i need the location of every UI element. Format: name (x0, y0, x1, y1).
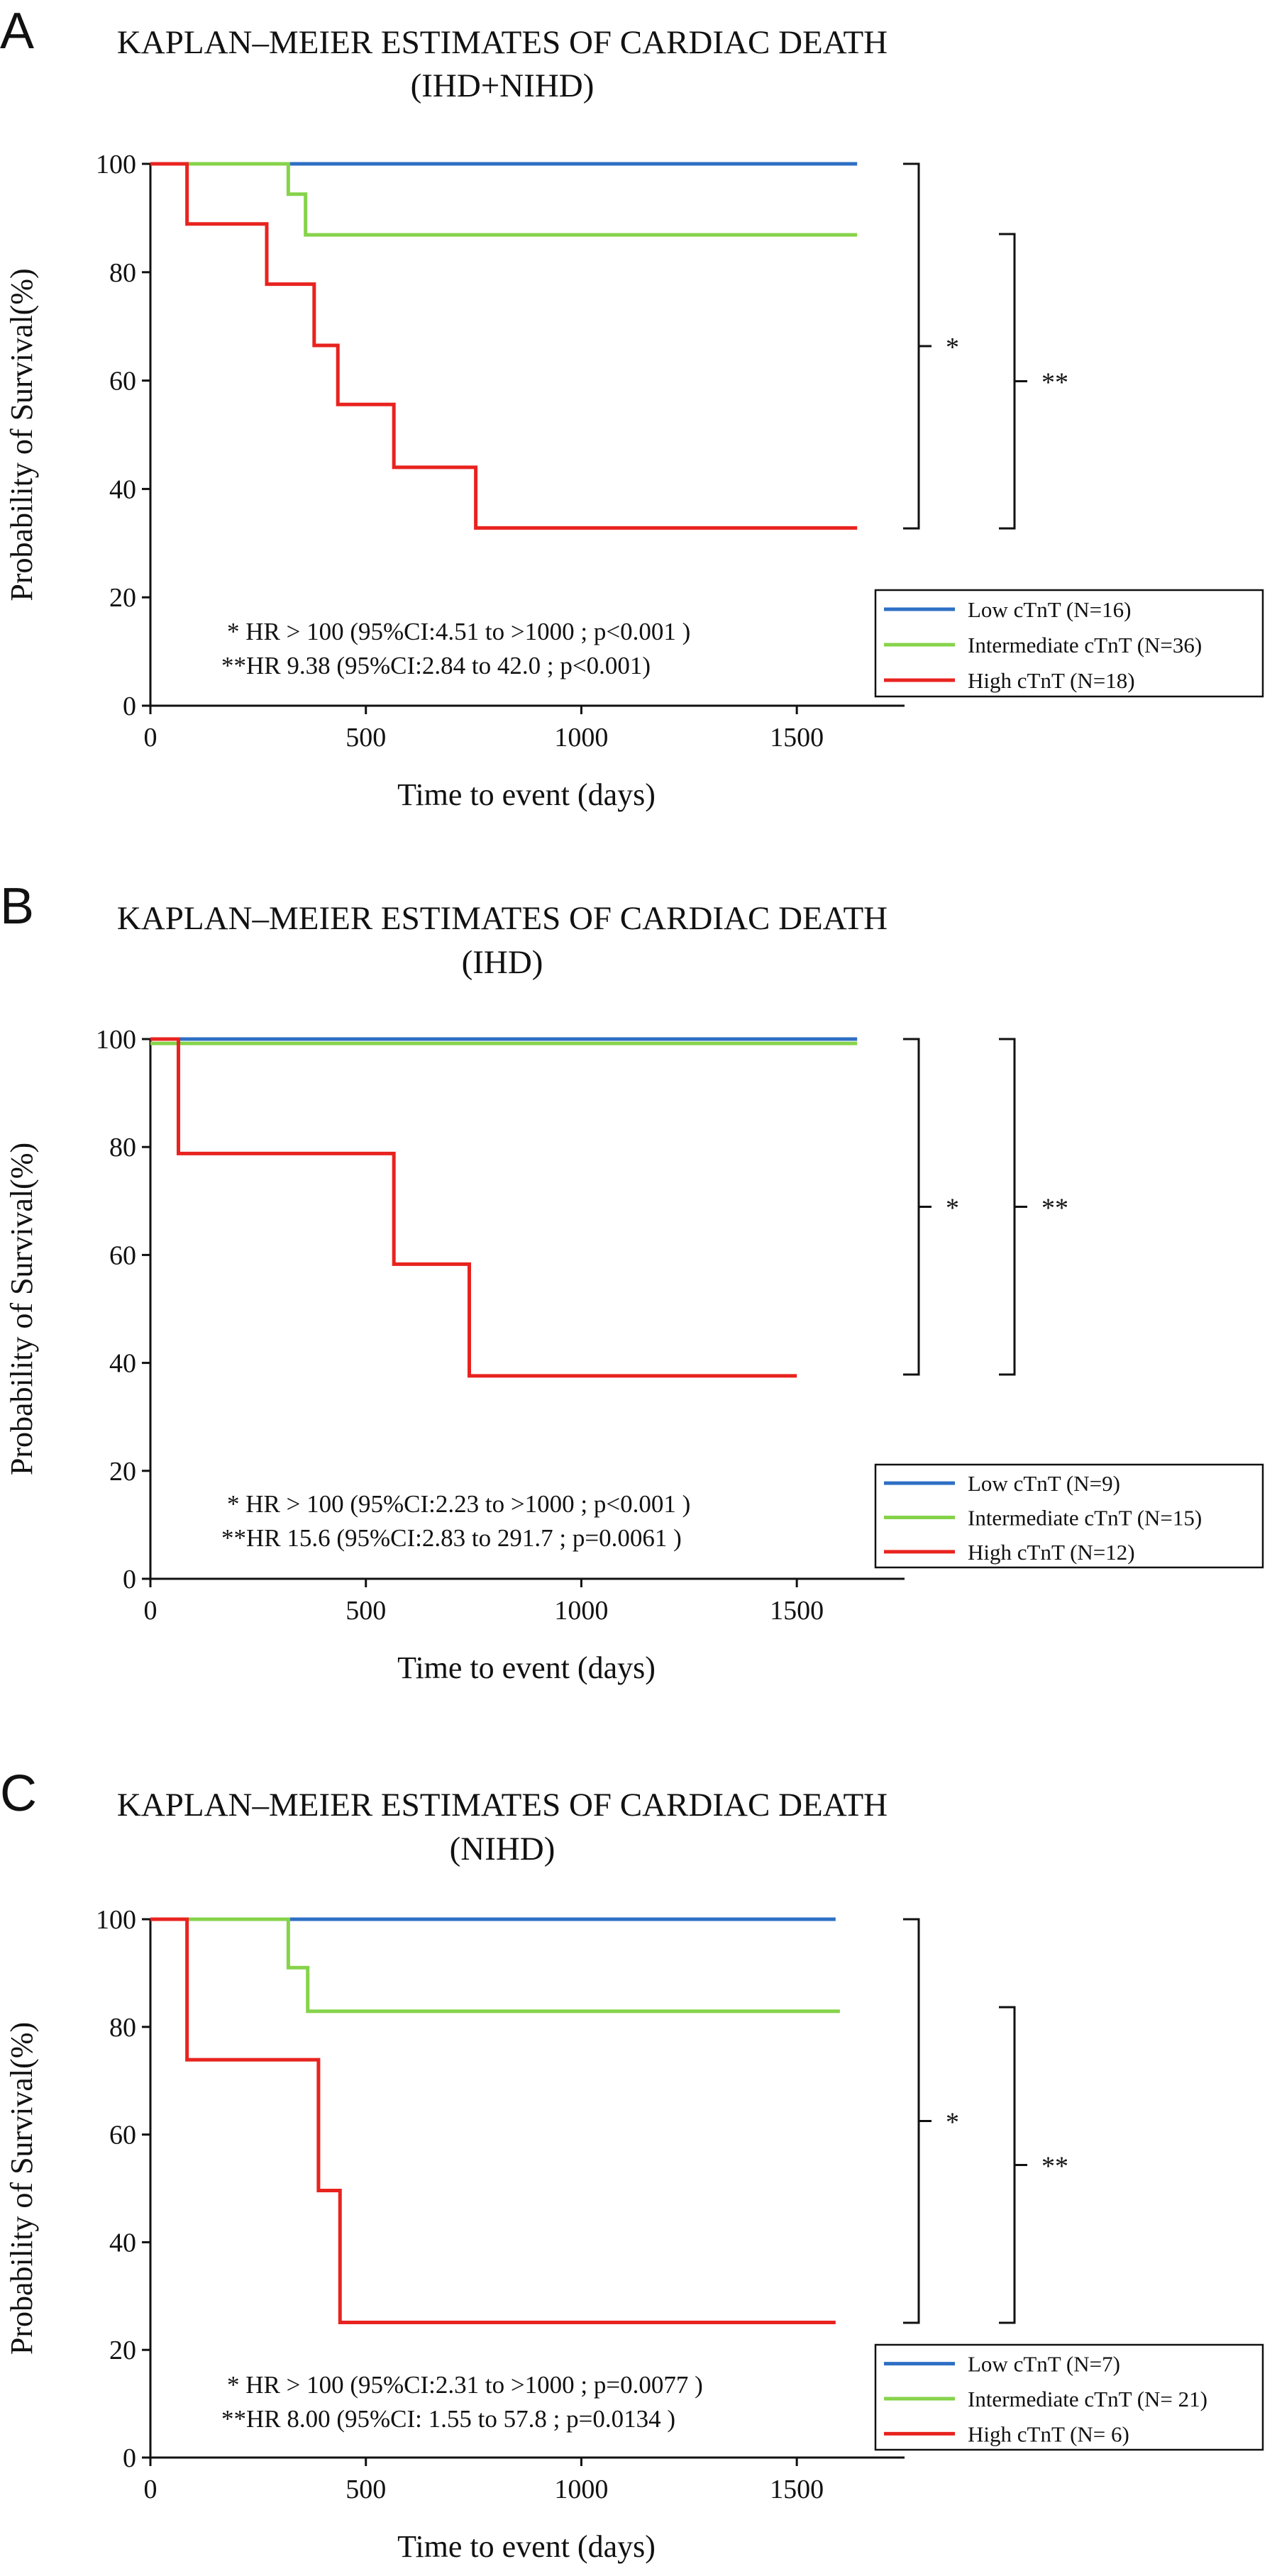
y-tick-label: 60 (109, 2121, 136, 2150)
survival-curve-series-2 (150, 162, 858, 530)
x-tick-label: 1500 (770, 2475, 824, 2504)
y-tick-label: 100 (96, 150, 136, 179)
y-axis-label: Probability of Survival(%) (4, 2022, 39, 2355)
hr-annotation: * HR > 100 (95%CI:2.23 to >1000 ; p<0.00… (227, 1490, 690, 1518)
legend-label: Intermediate cTnT (N=36) (968, 633, 1202, 657)
hr-annotation: **HR 8.00 (95%CI: 1.55 to 57.8 ; p=0.013… (221, 2405, 675, 2433)
y-tick-label: 60 (109, 367, 136, 396)
bracket-label: ** (1041, 368, 1068, 398)
significance-bracket (903, 1918, 920, 2324)
hr-annotation: * HR > 100 (95%CI:2.31 to >1000 ; p=0.00… (227, 2371, 703, 2399)
significance-bracket (903, 1038, 920, 1376)
chart-title: KAPLAN–MEIER ESTIMATES OF CARDIAC DEATH (117, 900, 888, 937)
y-axis-label: Probability of Survival(%) (4, 1143, 39, 1475)
y-tick-label: 0 (123, 692, 136, 721)
survival-curve-series-1 (150, 162, 858, 237)
legend-label: High cTnT (N=18) (968, 668, 1135, 693)
y-tick-label: 80 (109, 1133, 136, 1162)
x-tick-label: 1000 (554, 723, 608, 753)
legend-label: High cTnT (N= 6) (968, 2421, 1129, 2446)
y-tick-label: 40 (109, 474, 136, 504)
chart-subtitle: (IHD) (462, 944, 543, 981)
legend: Low cTnT (N=7) Intermediate cTnT (N= 21) H… (874, 2343, 1264, 2451)
y-tick-label: 0 (123, 1565, 136, 1594)
y-tick-label: 40 (109, 2228, 136, 2258)
y-tick-label: 0 (123, 2443, 136, 2473)
chart-subtitle: (IHD+NIHD) (411, 67, 595, 104)
x-axis-label: Time to event (days) (397, 2529, 656, 2564)
panel-a: A KAPLAN–MEIER ESTIMATES OF CARDIAC DEATH… (0, 3, 1264, 812)
x-axis-label: Time to event (days) (397, 1650, 656, 1685)
legend-label: Low cTnT (N=16) (968, 597, 1131, 622)
significance-bracket (999, 2006, 1016, 2324)
x-tick-label: 1000 (554, 1596, 608, 1626)
panel-letter: B (0, 878, 34, 935)
bracket-label: * (946, 2108, 959, 2138)
bracket-label: ** (1041, 1194, 1068, 1223)
panel-b: B KAPLAN–MEIER ESTIMATES OF CARDIAC DEATH… (0, 878, 1264, 1685)
chart-subtitle: (NIHD) (450, 1831, 555, 1867)
y-tick-label: 20 (109, 2336, 136, 2365)
y-tick-label: 40 (109, 1349, 136, 1379)
x-tick-label: 0 (144, 2475, 157, 2504)
survival-curve-series-2 (150, 1917, 836, 2324)
x-axis-label: Time to event (days) (397, 777, 656, 812)
bracket-label: * (946, 333, 959, 362)
y-tick-label: 80 (109, 2013, 136, 2043)
significance-bracket (903, 162, 920, 530)
significance-bracket (999, 1038, 1016, 1376)
legend-label: Low cTnT (N=9) (968, 1471, 1120, 1496)
x-tick-label: 1500 (770, 1596, 824, 1626)
y-axis-label: Probability of Survival(%) (4, 268, 39, 601)
significance-bracket (999, 233, 1016, 530)
y-tick-label: 80 (109, 258, 136, 288)
y-tick-label: 20 (109, 583, 136, 613)
chart-title: KAPLAN–MEIER ESTIMATES OF CARDIAC DEATH (117, 1787, 888, 1823)
legend-label: Intermediate cTnT (N= 21) (968, 2387, 1207, 2411)
survival-curve-series-1 (150, 1917, 840, 2014)
y-tick-label: 100 (96, 1905, 136, 1935)
legend-label: Low cTnT (N=7) (968, 2352, 1120, 2377)
bracket-label: * (946, 1194, 959, 1223)
x-tick-label: 500 (345, 723, 386, 753)
x-tick-label: 1000 (554, 2475, 608, 2504)
x-tick-label: 0 (144, 723, 157, 753)
legend-label: High cTnT (N=12) (968, 1540, 1135, 1565)
hr-annotation: **HR 15.6 (95%CI:2.83 to 291.7 ; p=0.006… (221, 1524, 682, 1552)
x-tick-label: 1500 (770, 723, 824, 753)
x-tick-label: 500 (345, 2475, 386, 2504)
x-tick-label: 0 (144, 1596, 157, 1626)
panel-letter: A (0, 3, 34, 60)
panel-c: C KAPLAN–MEIER ESTIMATES OF CARDIAC DEATH… (0, 1765, 1264, 2564)
y-tick-label: 100 (96, 1025, 136, 1055)
legend: Low cTnT (N=16) Intermediate cTnT (N=36) H… (874, 589, 1264, 698)
y-tick-label: 20 (109, 1457, 136, 1487)
chart-title: KAPLAN–MEIER ESTIMATES OF CARDIAC DEATH (117, 24, 888, 61)
hr-annotation: * HR > 100 (95%CI:4.51 to >1000 ; p<0.00… (227, 618, 690, 645)
hr-annotation: **HR 9.38 (95%CI:2.84 to 42.0 ; p<0.001) (221, 652, 651, 679)
legend: Low cTnT (N=9) Intermediate cTnT (N=15) Hi… (874, 1463, 1264, 1569)
legend-label: Intermediate cTnT (N=15) (968, 1506, 1202, 1531)
panel-letter: C (0, 1765, 37, 1822)
survival-curve-series-2 (150, 1037, 797, 1378)
bracket-label: ** (1041, 2152, 1068, 2182)
x-tick-label: 500 (345, 1596, 386, 1626)
y-tick-label: 60 (109, 1240, 136, 1270)
